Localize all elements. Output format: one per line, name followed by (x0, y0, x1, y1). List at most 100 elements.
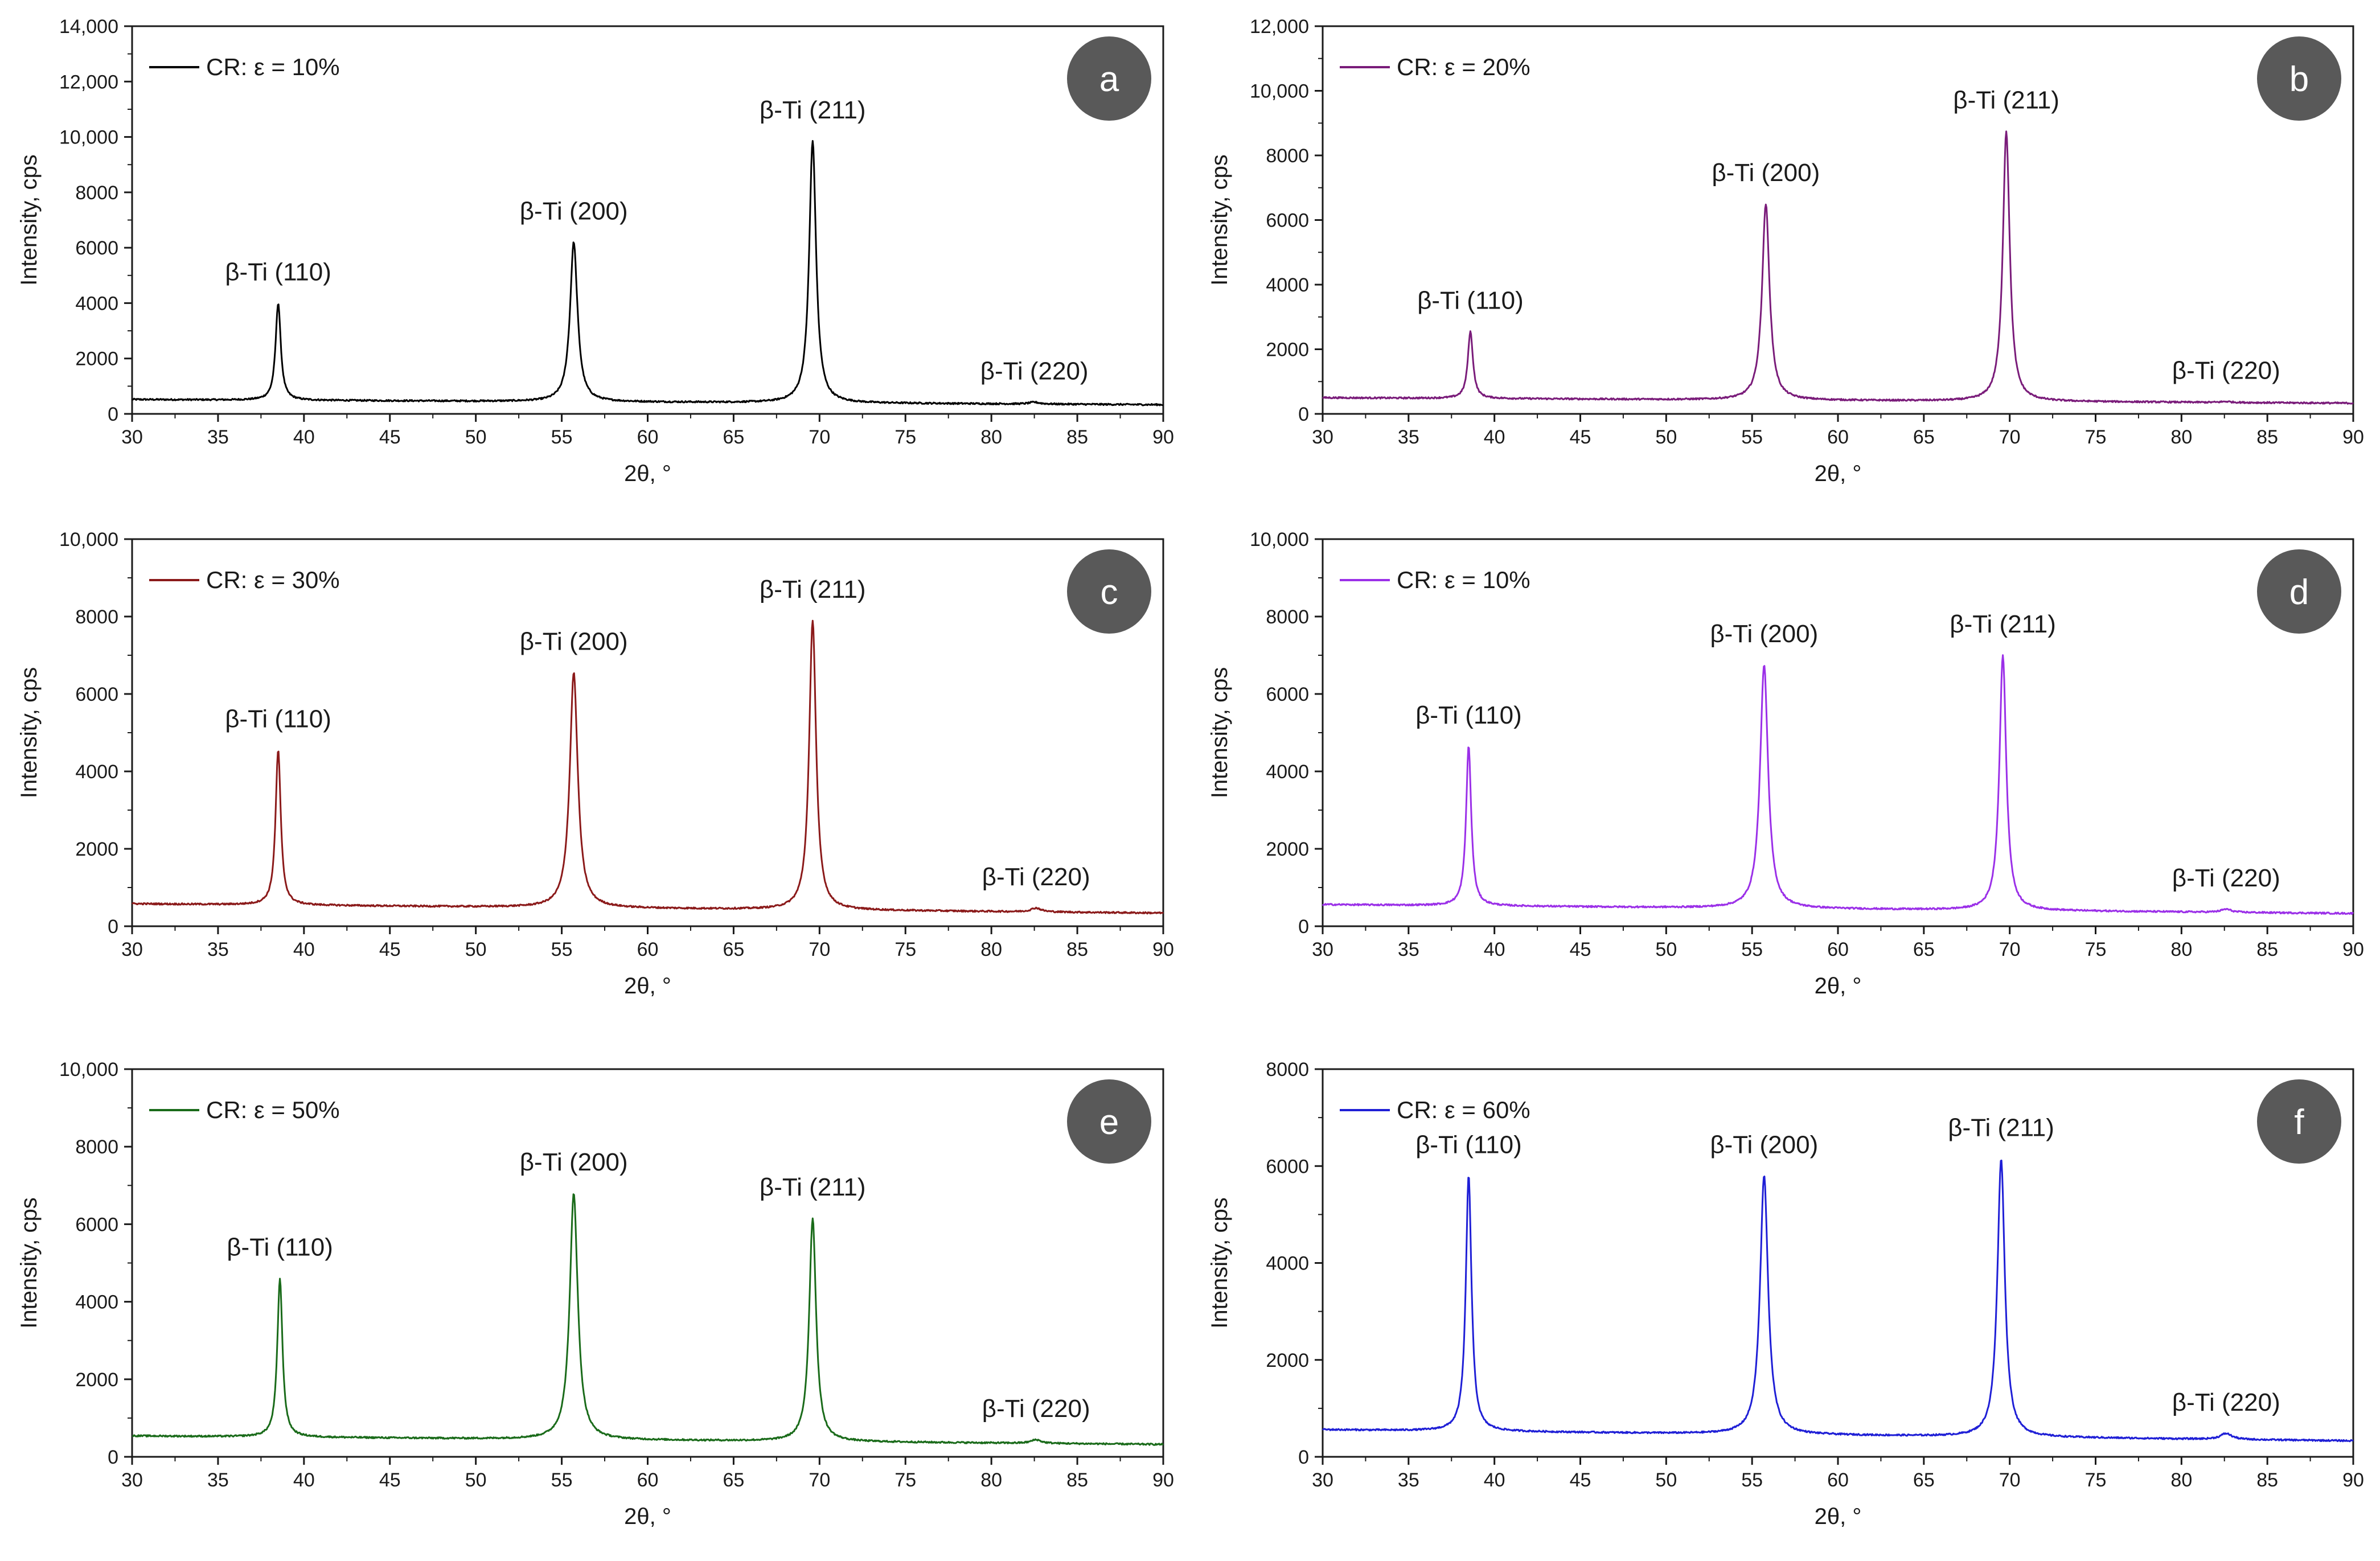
x-axis-label: 2θ, ° (624, 1504, 671, 1529)
x-tick-label: 65 (1913, 426, 1935, 448)
panel-badge (1067, 36, 1151, 121)
peak-label: β-Ti (110) (1415, 1131, 1522, 1159)
x-tick-label: 45 (379, 1469, 401, 1491)
x-tick-label: 30 (121, 939, 143, 960)
panel-badge-letter: e (1099, 1103, 1119, 1142)
peak-label: β-Ti (110) (1417, 286, 1524, 314)
x-tick-label: 70 (1999, 939, 2021, 960)
legend-label: CR: ε = 20% (1397, 54, 1530, 80)
y-tick-label: 0 (108, 916, 118, 938)
x-tick-label: 40 (293, 426, 315, 448)
y-axis-label: Intensity, cps (17, 154, 42, 285)
x-tick-label: 80 (980, 939, 1002, 960)
x-tick-label: 35 (207, 939, 229, 960)
y-tick-label: 10,000 (1250, 81, 1309, 102)
y-axis-label: Intensity, cps (1207, 667, 1232, 798)
y-axis-label: Intensity, cps (17, 1197, 42, 1328)
y-tick-label: 4000 (75, 761, 118, 783)
y-tick-label: 10,000 (59, 529, 118, 551)
x-tick-label: 70 (809, 1469, 830, 1491)
panel-badge (2257, 1079, 2341, 1164)
x-tick-label: 85 (2256, 1469, 2278, 1491)
xrd-trace-c (132, 619, 1164, 915)
y-tick-label: 4000 (75, 1292, 118, 1313)
xrd-trace-f (1322, 1159, 2354, 1443)
x-tick-label: 45 (1570, 426, 1591, 448)
y-tick-label: 8000 (75, 606, 118, 628)
y-tick-label: 10,000 (59, 1059, 118, 1081)
x-tick-label: 30 (1312, 1469, 1333, 1491)
x-tick-label: 80 (2170, 426, 2192, 448)
xrd-trace-a (132, 140, 1164, 406)
x-tick-label: 40 (1484, 1469, 1505, 1491)
y-tick-label: 12,000 (59, 71, 118, 93)
x-tick-label: 35 (207, 1469, 229, 1491)
x-tick-label: 85 (2256, 939, 2278, 960)
x-tick-label: 85 (2256, 426, 2278, 448)
y-tick-label: 4000 (1266, 761, 1309, 783)
x-tick-label: 80 (2170, 939, 2192, 960)
x-tick-label: 55 (1741, 426, 1763, 448)
panel-badge-letter: a (1099, 60, 1119, 99)
x-tick-label: 85 (1066, 939, 1088, 960)
peak-label: β-Ti (200) (1710, 1131, 1818, 1159)
peak-label: β-Ti (200) (1712, 159, 1820, 187)
y-tick-label: 6000 (75, 237, 118, 259)
x-tick-label: 80 (980, 1469, 1002, 1491)
x-tick-label: 55 (551, 426, 573, 448)
plot-frame (1322, 25, 2354, 415)
x-axis-label: 2θ, ° (624, 973, 671, 999)
y-axis-label: Intensity, cps (17, 667, 42, 798)
x-tick-label: 60 (637, 426, 659, 448)
x-tick-label: 70 (1999, 1469, 2021, 1491)
panel-badge (1067, 1079, 1151, 1164)
x-tick-label: 75 (2085, 426, 2107, 448)
y-tick-label: 2000 (1266, 339, 1309, 361)
peak-label: β-Ti (220) (2172, 356, 2280, 384)
peak-label: β-Ti (110) (225, 258, 331, 286)
legend-label: CR: ε = 30% (206, 566, 340, 593)
xrd-trace-e (132, 1193, 1164, 1446)
y-tick-label: 2000 (1266, 839, 1309, 860)
peak-label: β-Ti (110) (227, 1234, 333, 1262)
panel-badge-letter: b (2289, 60, 2309, 99)
x-tick-label: 50 (465, 939, 487, 960)
y-tick-label: 14,000 (59, 16, 118, 38)
x-tick-label: 70 (809, 426, 830, 448)
y-tick-label: 10,000 (59, 127, 118, 149)
y-axis-label: Intensity, cps (1207, 1197, 1232, 1328)
peak-label: β-Ti (220) (2172, 1389, 2280, 1416)
x-tick-label: 70 (1999, 426, 2021, 448)
x-tick-label: 90 (2342, 939, 2364, 960)
peak-label: β-Ti (200) (520, 1148, 628, 1176)
y-tick-label: 0 (1298, 404, 1309, 425)
y-tick-label: 0 (1298, 916, 1309, 938)
x-tick-label: 55 (1741, 1469, 1763, 1491)
x-tick-label: 85 (1066, 426, 1088, 448)
panel-badge-letter: c (1101, 573, 1118, 612)
x-tick-label: 40 (1484, 939, 1505, 960)
x-tick-label: 90 (2342, 1469, 2364, 1491)
x-tick-label: 35 (1398, 939, 1419, 960)
panel-badge-letter: d (2289, 573, 2309, 612)
x-tick-label: 35 (1398, 426, 1419, 448)
x-tick-label: 35 (207, 426, 229, 448)
x-tick-label: 80 (2170, 1469, 2192, 1491)
y-tick-label: 6000 (75, 684, 118, 705)
panel-e: 30 35 40 45 50 55 60 65 70 75 80 85 90 0 2000 4000 6000 8… (17, 1059, 1174, 1529)
panel-c: 30 35 40 45 50 55 60 65 70 75 80 85 90 0 2000 4000 6000 8… (17, 529, 1174, 999)
x-tick-label: 55 (551, 1469, 573, 1491)
x-tick-label: 55 (551, 939, 573, 960)
peak-label: β-Ti (220) (980, 358, 1089, 385)
panel-badge-letter: f (2294, 1103, 2304, 1142)
x-tick-label: 40 (293, 939, 315, 960)
y-tick-label: 6000 (1266, 210, 1309, 232)
y-tick-label: 12,000 (1250, 16, 1309, 38)
y-tick-label: 0 (108, 404, 118, 425)
x-tick-label: 55 (1741, 939, 1763, 960)
panel-a: 30 35 40 45 50 55 60 65 70 75 80 85 90 0 2000 4000 6000 8… (17, 16, 1174, 486)
plot-frame (131, 25, 1164, 415)
x-tick-label: 60 (637, 1469, 659, 1491)
panel-badge (2257, 549, 2341, 634)
